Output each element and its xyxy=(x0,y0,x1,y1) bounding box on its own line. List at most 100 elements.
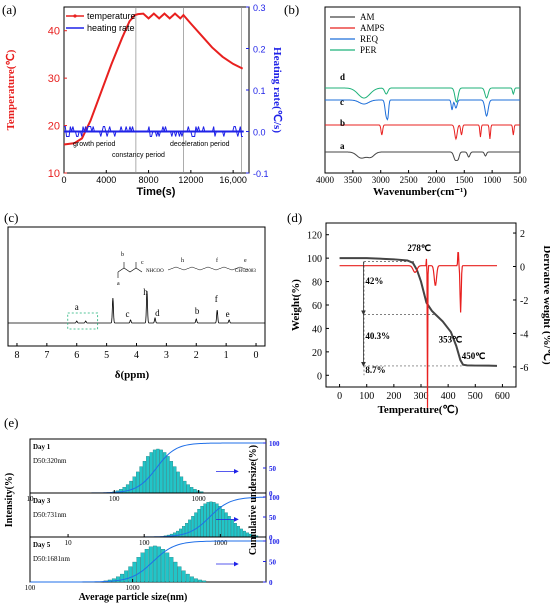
y-tick-label-right: -2 xyxy=(520,296,528,307)
curve-label-b: b xyxy=(340,118,345,128)
histogram-bar xyxy=(172,532,176,538)
histogram-bar xyxy=(122,487,126,494)
x-tick-label: 2 xyxy=(194,350,199,361)
x-tick-label: 7 xyxy=(44,350,49,361)
panel-c-frame xyxy=(7,226,266,347)
y-tick-label-right: 50 xyxy=(269,465,277,473)
nmr-spectrum xyxy=(8,290,265,324)
y-tick-label-right: -6 xyxy=(520,363,528,374)
peak-label-a: a xyxy=(75,302,79,312)
y-tick-label-right: -4 xyxy=(520,329,528,340)
structure-label-f: f xyxy=(216,257,218,264)
y-tick-label-left: 80 xyxy=(312,278,322,289)
structure-label-b: b xyxy=(121,252,124,258)
y-tick-label-right: 50 xyxy=(269,559,277,567)
peak-label-h: h xyxy=(143,287,148,297)
panel-d: (d) 0 100 200 300 400 500 600020406080100120-6… xyxy=(287,210,550,416)
x-tick-label: 300 xyxy=(414,391,429,402)
panel-b-xlabel: Wavenumber(cm⁻¹) xyxy=(373,186,467,198)
y-tick-label-right: -0.1 xyxy=(253,169,269,179)
histogram-bar xyxy=(198,579,203,583)
x-tick-label: 100 xyxy=(25,584,36,592)
histogram-bar xyxy=(202,580,207,583)
histogram-bar xyxy=(156,448,160,494)
x-tick-label: 8 xyxy=(14,350,19,361)
histogram-bar xyxy=(161,549,166,583)
histogram-bar xyxy=(136,557,141,583)
x-tick-label: 0 xyxy=(337,391,342,402)
x-tick-label: 1000 xyxy=(192,495,207,503)
tga-annotation: 42% xyxy=(365,276,383,286)
x-tick-label: 2000 xyxy=(427,175,446,185)
y-tick-label-right: 100 xyxy=(269,440,280,448)
histogram-bar xyxy=(152,545,157,583)
y-tick-label-left: 100 xyxy=(307,254,322,265)
tga-annotation: 353℃ xyxy=(439,334,463,344)
histogram-bar xyxy=(236,526,240,538)
histogram-bar xyxy=(189,487,194,494)
histogram-bar xyxy=(189,576,194,583)
x-tick-label: 100 xyxy=(109,495,120,503)
y-tick-label-left: 120 xyxy=(307,231,322,242)
x-tick-label: 12000 xyxy=(178,175,203,185)
y-tick-label-right: 100 xyxy=(269,538,280,546)
panel-e-letter: (e) xyxy=(4,415,18,430)
subplot-title: Day 5 xyxy=(33,541,51,549)
x-tick-label: 16,000 xyxy=(219,175,247,185)
histogram-bar xyxy=(136,471,140,494)
panel-b-letter: (b) xyxy=(284,2,299,17)
histogram-bar xyxy=(221,509,225,538)
panel-d-plot: 0 100 200 300 400 500 600020406080100120-6-4-2… xyxy=(307,229,528,408)
histogram-bar xyxy=(140,552,145,583)
curve-label-a: a xyxy=(340,141,345,151)
x-tick-label: 200 xyxy=(386,391,401,402)
histogram-bar xyxy=(179,476,184,494)
panel-a-ylabel-right: Heating rate(℃/s) xyxy=(271,47,283,133)
x-tick-label: 0 xyxy=(61,175,66,185)
d50-label: D50:1681nm xyxy=(33,555,71,563)
x-tick-label: 500 xyxy=(468,391,483,402)
histogram-bar xyxy=(209,501,213,538)
y-tick-label-left: 10 xyxy=(48,168,60,180)
x-tick-label: 400 xyxy=(441,391,456,402)
histogram-bar xyxy=(179,528,183,538)
panel-e-ylabel-right: Cumulative undersize(%) xyxy=(248,445,259,555)
x-tick-label: 6 xyxy=(74,350,79,361)
histogram-bar xyxy=(128,566,133,583)
histogram-bar xyxy=(173,561,178,583)
panel-b: (b) 4000 3500 3000 2500 2000 1500 1000 500 AMAMP… xyxy=(284,2,527,198)
histogram-bar xyxy=(218,506,222,538)
histogram-bar xyxy=(186,484,190,494)
histogram-bar xyxy=(124,570,129,583)
x-tick-label: 3500 xyxy=(344,175,363,185)
peak-label-f: f xyxy=(215,294,218,304)
structure-label-h: h xyxy=(181,258,184,264)
legend-temperature-marker xyxy=(73,14,77,18)
series-temperature-line xyxy=(63,12,244,146)
histogram-bar xyxy=(176,471,180,494)
panel-c-xlabel: δ(ppm) xyxy=(115,369,150,381)
subplot-title: Day 3 xyxy=(33,497,51,505)
panel-c-plot: 8 7 6 5 4 3 2 1 0 a c h d b fe xyxy=(8,287,265,361)
histogram-bar xyxy=(157,546,161,583)
histogram-bar xyxy=(169,557,174,583)
histogram-bar xyxy=(182,526,186,538)
histogram-bar xyxy=(142,461,147,494)
y-tick-label-right: 0.1 xyxy=(253,86,266,96)
y-tick-label-left: 40 xyxy=(48,26,60,38)
histogram-bar xyxy=(146,456,150,494)
histogram-bar xyxy=(233,523,237,538)
x-tick-label: 1000 xyxy=(483,175,502,185)
svg-text:CH\u2083: CH\u2083 xyxy=(235,269,256,274)
panel-b-frame xyxy=(324,6,521,174)
histogram-bar xyxy=(116,576,120,583)
chemical-structure: NHCOO CH\u2083 xyxy=(117,262,256,278)
panel-b-plot: 4000 3500 3000 2500 2000 1500 1000 500 AMAMPSREQ… xyxy=(316,12,527,185)
histogram-bar xyxy=(224,512,228,538)
panel-d-letter: (d) xyxy=(287,210,302,225)
x-tick-label: 2500 xyxy=(400,175,419,185)
structure-label-e: e xyxy=(244,258,247,264)
panel-d-ylabel-right: Derivative weight (%/℃) xyxy=(541,245,550,365)
spectrum-a xyxy=(325,151,520,162)
